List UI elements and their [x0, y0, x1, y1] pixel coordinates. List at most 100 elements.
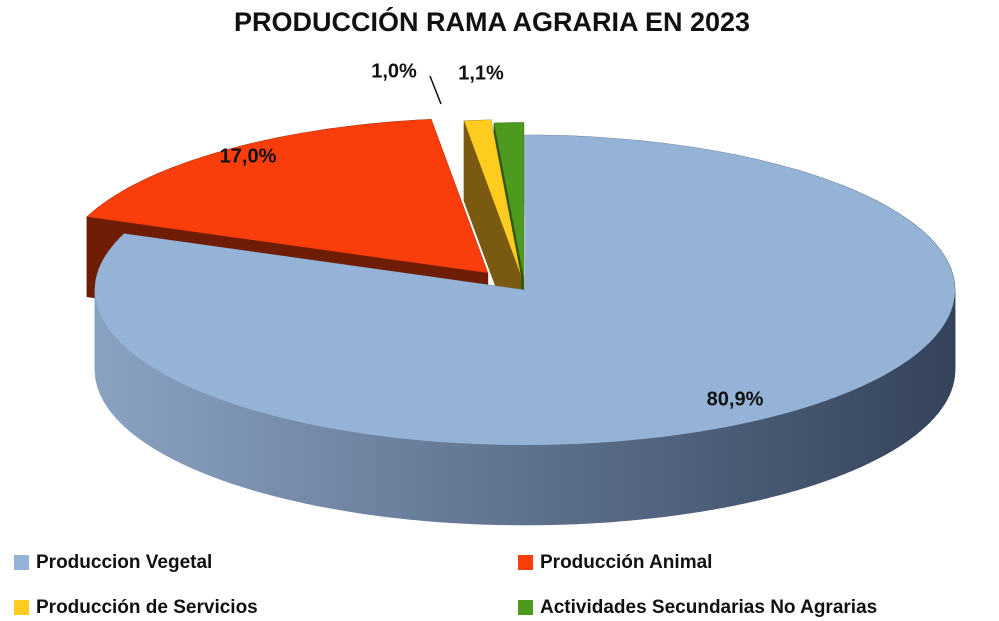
legend-label: Producción de Servicios [36, 597, 258, 618]
slice-side [116, 337, 121, 424]
slice [494, 122, 524, 278]
slice-side [448, 442, 463, 524]
slice-side [883, 370, 892, 456]
slice-side [933, 332, 939, 419]
slice-side [305, 422, 317, 506]
slice-side [564, 443, 578, 525]
slice [464, 119, 521, 275]
slice-side [909, 354, 916, 440]
slice-side [929, 336, 935, 423]
legend-swatch [14, 600, 29, 615]
slice-side [499, 444, 514, 526]
slice-side [700, 429, 713, 512]
slice-side [105, 323, 110, 411]
leader-line [429, 75, 442, 105]
slice-side [525, 444, 539, 526]
slice-side [316, 425, 329, 509]
slice-side [205, 393, 216, 478]
data-label: 1,0% [371, 60, 417, 82]
slice-side [262, 412, 274, 496]
slice-side [124, 346, 131, 432]
slice-side [487, 444, 501, 526]
legend-swatch [14, 555, 29, 570]
slice-side [166, 375, 175, 461]
slice-side [639, 437, 653, 520]
slice-side [152, 367, 161, 453]
slice-side [808, 403, 819, 488]
slice-side [362, 433, 376, 516]
slice-side [788, 409, 799, 493]
slice-side [734, 422, 747, 506]
slice-side [652, 436, 665, 519]
slice-side [339, 429, 352, 513]
slice-side [386, 436, 400, 519]
slice-side [836, 393, 846, 478]
slice-side [327, 427, 340, 511]
slice-side [423, 440, 437, 523]
slice-side [798, 406, 809, 491]
slice-side [614, 440, 628, 522]
slice-side [756, 417, 769, 501]
slice-side [233, 403, 244, 488]
legend-label: Produccion Vegetal [36, 552, 212, 573]
slice-side [461, 442, 475, 525]
slice-side [817, 399, 828, 484]
slice-side [941, 323, 945, 410]
legend-swatch [518, 555, 533, 570]
slice-side [173, 379, 182, 464]
slice-side [589, 442, 603, 524]
slice-side [688, 431, 701, 514]
slice-side [844, 389, 854, 474]
slice-side [294, 420, 306, 504]
slice-side [146, 363, 154, 449]
slice-side [112, 333, 117, 420]
slice-side [159, 371, 168, 457]
slice-side [242, 406, 253, 491]
slice-side [135, 354, 142, 441]
slice-side [283, 417, 295, 502]
slice-side [272, 415, 284, 499]
slice-side [890, 366, 898, 452]
slice-side [903, 358, 911, 444]
slice-side [86, 211, 93, 298]
data-label: 17,0% [220, 145, 277, 167]
slice-side [189, 386, 198, 471]
slice-side [627, 438, 641, 521]
slice [95, 135, 955, 445]
slice-side [436, 441, 450, 523]
slice-side [108, 328, 113, 415]
slice-side [915, 350, 921, 436]
slice-side [398, 437, 412, 520]
legend-swatch [518, 600, 533, 615]
slice-side [853, 386, 862, 471]
slice-side [778, 412, 789, 496]
slice-side [944, 318, 948, 406]
slice-side [474, 443, 488, 525]
slice-side [925, 341, 931, 428]
slice [87, 119, 488, 273]
slice-side [374, 434, 388, 518]
slice-side [664, 434, 678, 517]
data-label: 1,1% [458, 62, 504, 84]
data-label: 80,9% [707, 388, 764, 410]
slice-side [861, 382, 870, 467]
slice-side [745, 420, 758, 504]
slice-side [512, 444, 527, 526]
slice-side [723, 424, 736, 508]
slice-side [129, 350, 136, 437]
slice-side [120, 342, 126, 428]
slice-side [576, 442, 591, 525]
slice-side [711, 427, 724, 510]
slice-side [551, 443, 565, 526]
legend-label: Producción Animal [540, 552, 712, 573]
slice-side [876, 374, 885, 460]
slice-side [252, 409, 264, 494]
slice-side [869, 378, 878, 464]
chart-title: PRODUCCIÓN RAMA AGRARIA EN 2023 [234, 6, 750, 37]
slice-side [223, 400, 234, 485]
slice-side [411, 439, 425, 522]
slice-side [602, 441, 616, 523]
slice-side [946, 315, 950, 400]
slice-side [538, 444, 552, 526]
